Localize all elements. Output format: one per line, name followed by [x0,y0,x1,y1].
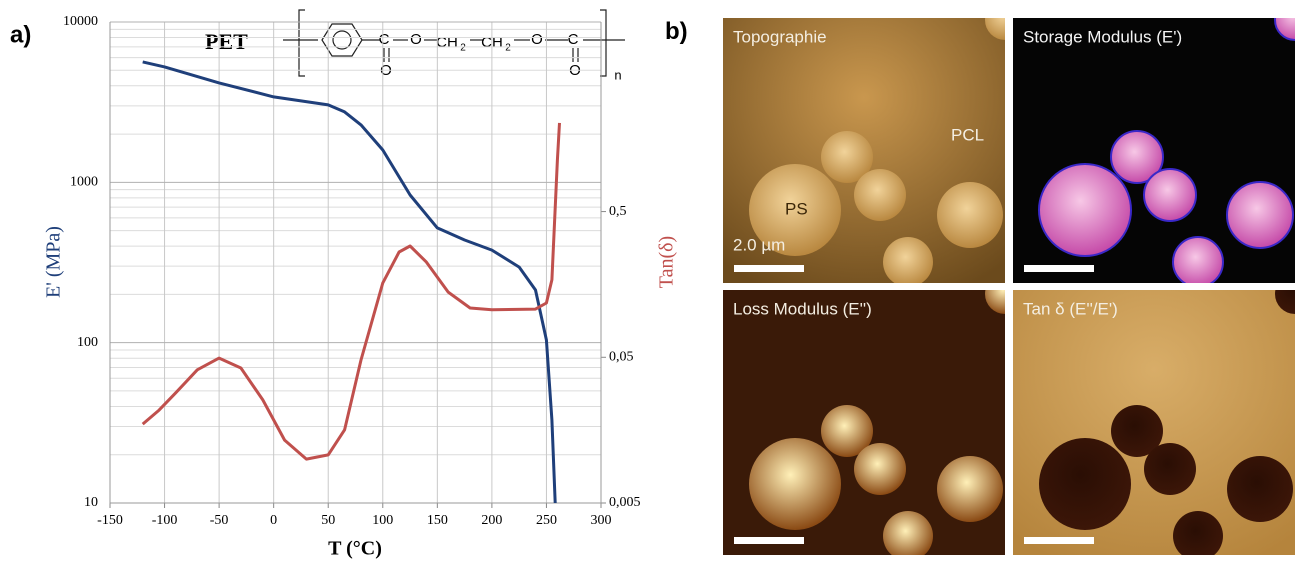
y-tick-label: 10 [84,495,98,510]
image-panel: Topographie PCL PS2.0 µm [723,18,1005,283]
particle [1173,511,1223,555]
particle [937,456,1003,522]
structure-atom: CH [436,34,458,51]
y2-tick-label: 0,05 [609,350,634,365]
y2-tick-label: 0,5 [609,204,627,219]
image-label: PCL [951,125,984,144]
particle [1274,18,1295,41]
particle [749,164,841,256]
particle [1227,456,1293,522]
x-tick-label: -150 [97,513,123,528]
x-axis-title: T (°C) [328,538,382,560]
panel-label: a) [10,21,31,48]
structure-lines [283,9,625,77]
particle [1275,290,1295,314]
particle [1038,163,1132,257]
grid [109,21,602,504]
structure-atom: n [614,67,621,82]
particle [854,443,906,495]
y-axis-title: E' (MPa) [43,226,65,298]
particle [883,511,933,555]
structure-atom: 2 [460,43,466,54]
scale-bar [1024,537,1094,544]
y-tick-label: 100 [77,335,98,350]
particle [1110,130,1164,184]
scale-label: 2.0 µm [733,235,785,254]
structure-atom: C [568,31,579,48]
series-line [142,60,557,504]
particle [937,182,1003,248]
particle [854,169,906,221]
axes [109,22,602,504]
x-tick-label: -50 [210,513,229,528]
scale-bar [734,265,804,272]
particle [883,237,933,283]
structure-atom: 2 [505,43,511,54]
x-tick-label: 0 [270,513,277,528]
x-tick-label: 250 [536,513,557,528]
x-tick-label: 300 [591,513,612,528]
image-panel: Storage Modulus (E') [1013,18,1295,283]
particle [821,131,873,183]
particle [749,438,841,530]
particle [1111,405,1163,457]
particle [1039,438,1131,530]
structure-bg [195,8,615,82]
structure-atom: O [410,31,422,48]
chart: a) T (°C) E' (MPa) Tan(δ) PET C O CH 2 CH 2O C… [10,8,678,560]
series-line [141,122,561,461]
panel-label: b) [665,18,688,45]
structure-name: PET [205,29,248,54]
y-tick-label: 10000 [63,14,98,29]
particle [1172,236,1224,283]
scale-bar [734,537,804,544]
image-title: Tan δ (E''/E') [1023,299,1118,318]
image-title: Loss Modulus (E'') [733,299,872,318]
x-tick-label: 50 [321,513,335,528]
particle [821,405,873,457]
x-tick-label: -100 [152,513,178,528]
x-tick-label: 150 [427,513,448,528]
y2-tick-label: 0,005 [609,495,641,510]
y-tick-label: 1000 [70,175,98,190]
image-panel: Tan δ (E''/E') [1013,290,1295,555]
structure-atom: O [531,31,543,48]
x-tick-label: 100 [372,513,393,528]
image-label: PS [785,199,808,218]
scale-bar [1024,265,1094,272]
particle [1226,181,1294,249]
x-tick-label: 200 [481,513,502,528]
image-title: Storage Modulus (E') [1023,27,1182,46]
particle [1144,443,1196,495]
structure-atom: C [379,31,390,48]
image-title: Topographie [733,27,827,46]
image-panel: Loss Modulus (E'') [723,290,1005,555]
y2-axis-title: Tan(δ) [656,236,678,288]
particle [1143,168,1197,222]
particle [985,290,1005,314]
particle [985,18,1005,40]
